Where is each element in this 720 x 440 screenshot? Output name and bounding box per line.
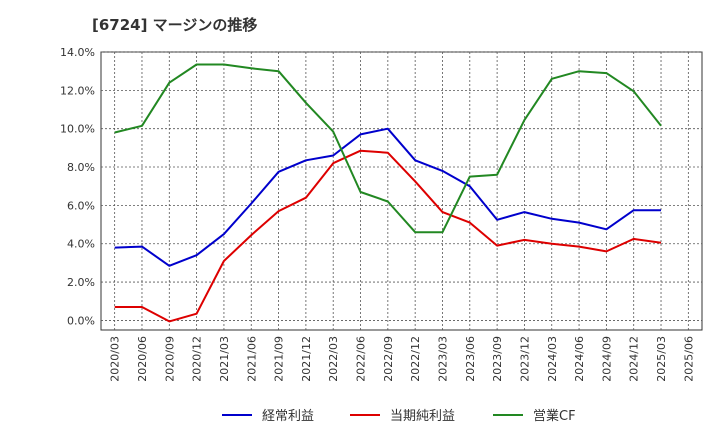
legend-item: 当期純利益 [350,409,455,424]
series-line-営業CF [114,63,662,234]
legend-item: 営業CF [493,408,576,424]
legend: 経常利益 当期純利益 営業CF [222,408,576,424]
legend-item: 経常利益 [222,409,314,424]
x-tick-label: 2020/09 [163,336,176,382]
x-tick-label: 2023/09 [491,336,504,382]
x-tick-label: 2021/09 [273,336,286,382]
x-tick-label: 2020/12 [191,336,204,382]
series-lines [114,63,662,323]
plot-area [100,51,703,331]
x-tick-label: 2022/03 [327,336,340,382]
x-tick-label: 2025/06 [682,336,695,382]
x-tick-label: 2024/12 [628,336,641,382]
y-tick-label: 6.0% [67,199,95,212]
x-tick-label: 2021/03 [218,336,231,382]
chart-title: [6724] マージンの推移 [92,16,258,34]
y-tick-label: 2.0% [67,276,95,289]
legend-label: 営業CF [533,408,576,424]
x-tick-label: 2020/06 [136,336,149,382]
y-tick-label: 4.0% [67,238,95,251]
y-tick-label: 10.0% [60,123,95,136]
x-tick-label: 2023/06 [464,336,477,382]
x-tick-label: 2022/12 [409,336,422,382]
x-tick-label: 2022/09 [382,336,395,382]
x-tick-label: 2023/03 [436,336,449,382]
x-tick-label: 2024/06 [573,336,586,382]
x-tick-label: 2021/12 [300,336,313,382]
y-tick-label: 0.0% [67,314,95,327]
x-tick-label: 2020/03 [109,336,122,382]
series-line-当期純利益 [114,149,662,323]
x-tick-label: 2024/09 [600,336,613,382]
legend-label: 経常利益 [262,409,314,424]
x-axis-ticks: 2020/03 2020/06 2020/09 2020/12 2021/03 2021/… [109,336,696,382]
y-tick-label: 12.0% [60,84,95,97]
series-line-経常利益 [114,127,661,267]
x-tick-label: 2022/06 [355,336,368,382]
y-tick-label: 14.0% [60,46,95,59]
x-tick-label: 2024/03 [546,336,559,382]
y-axis-ticks: 14.0% 12.0% 10.0% 8.0% 6.0% 4.0% 2.0% 0.0% [60,46,95,327]
x-tick-label: 2025/03 [655,336,668,382]
legend-label: 当期純利益 [390,409,455,424]
y-tick-label: 8.0% [67,161,95,174]
x-tick-label: 2021/06 [245,336,258,382]
x-tick-label: 2023/12 [518,336,531,382]
